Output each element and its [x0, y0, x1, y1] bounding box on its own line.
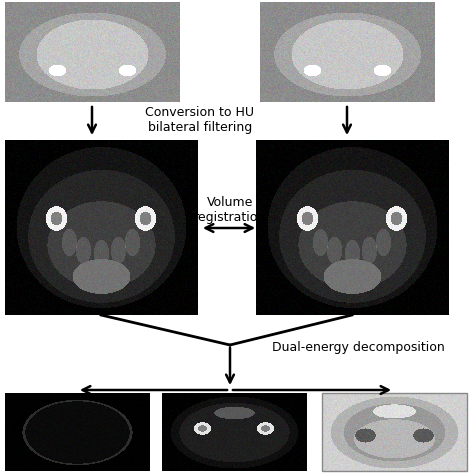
Text: Dual-energy decomposition: Dual-energy decomposition: [272, 341, 445, 355]
Text: Volume
registration: Volume registration: [194, 196, 266, 224]
Bar: [322, 393, 467, 471]
Text: Conversion to HU
bilateral filtering: Conversion to HU bilateral filtering: [146, 106, 255, 134]
